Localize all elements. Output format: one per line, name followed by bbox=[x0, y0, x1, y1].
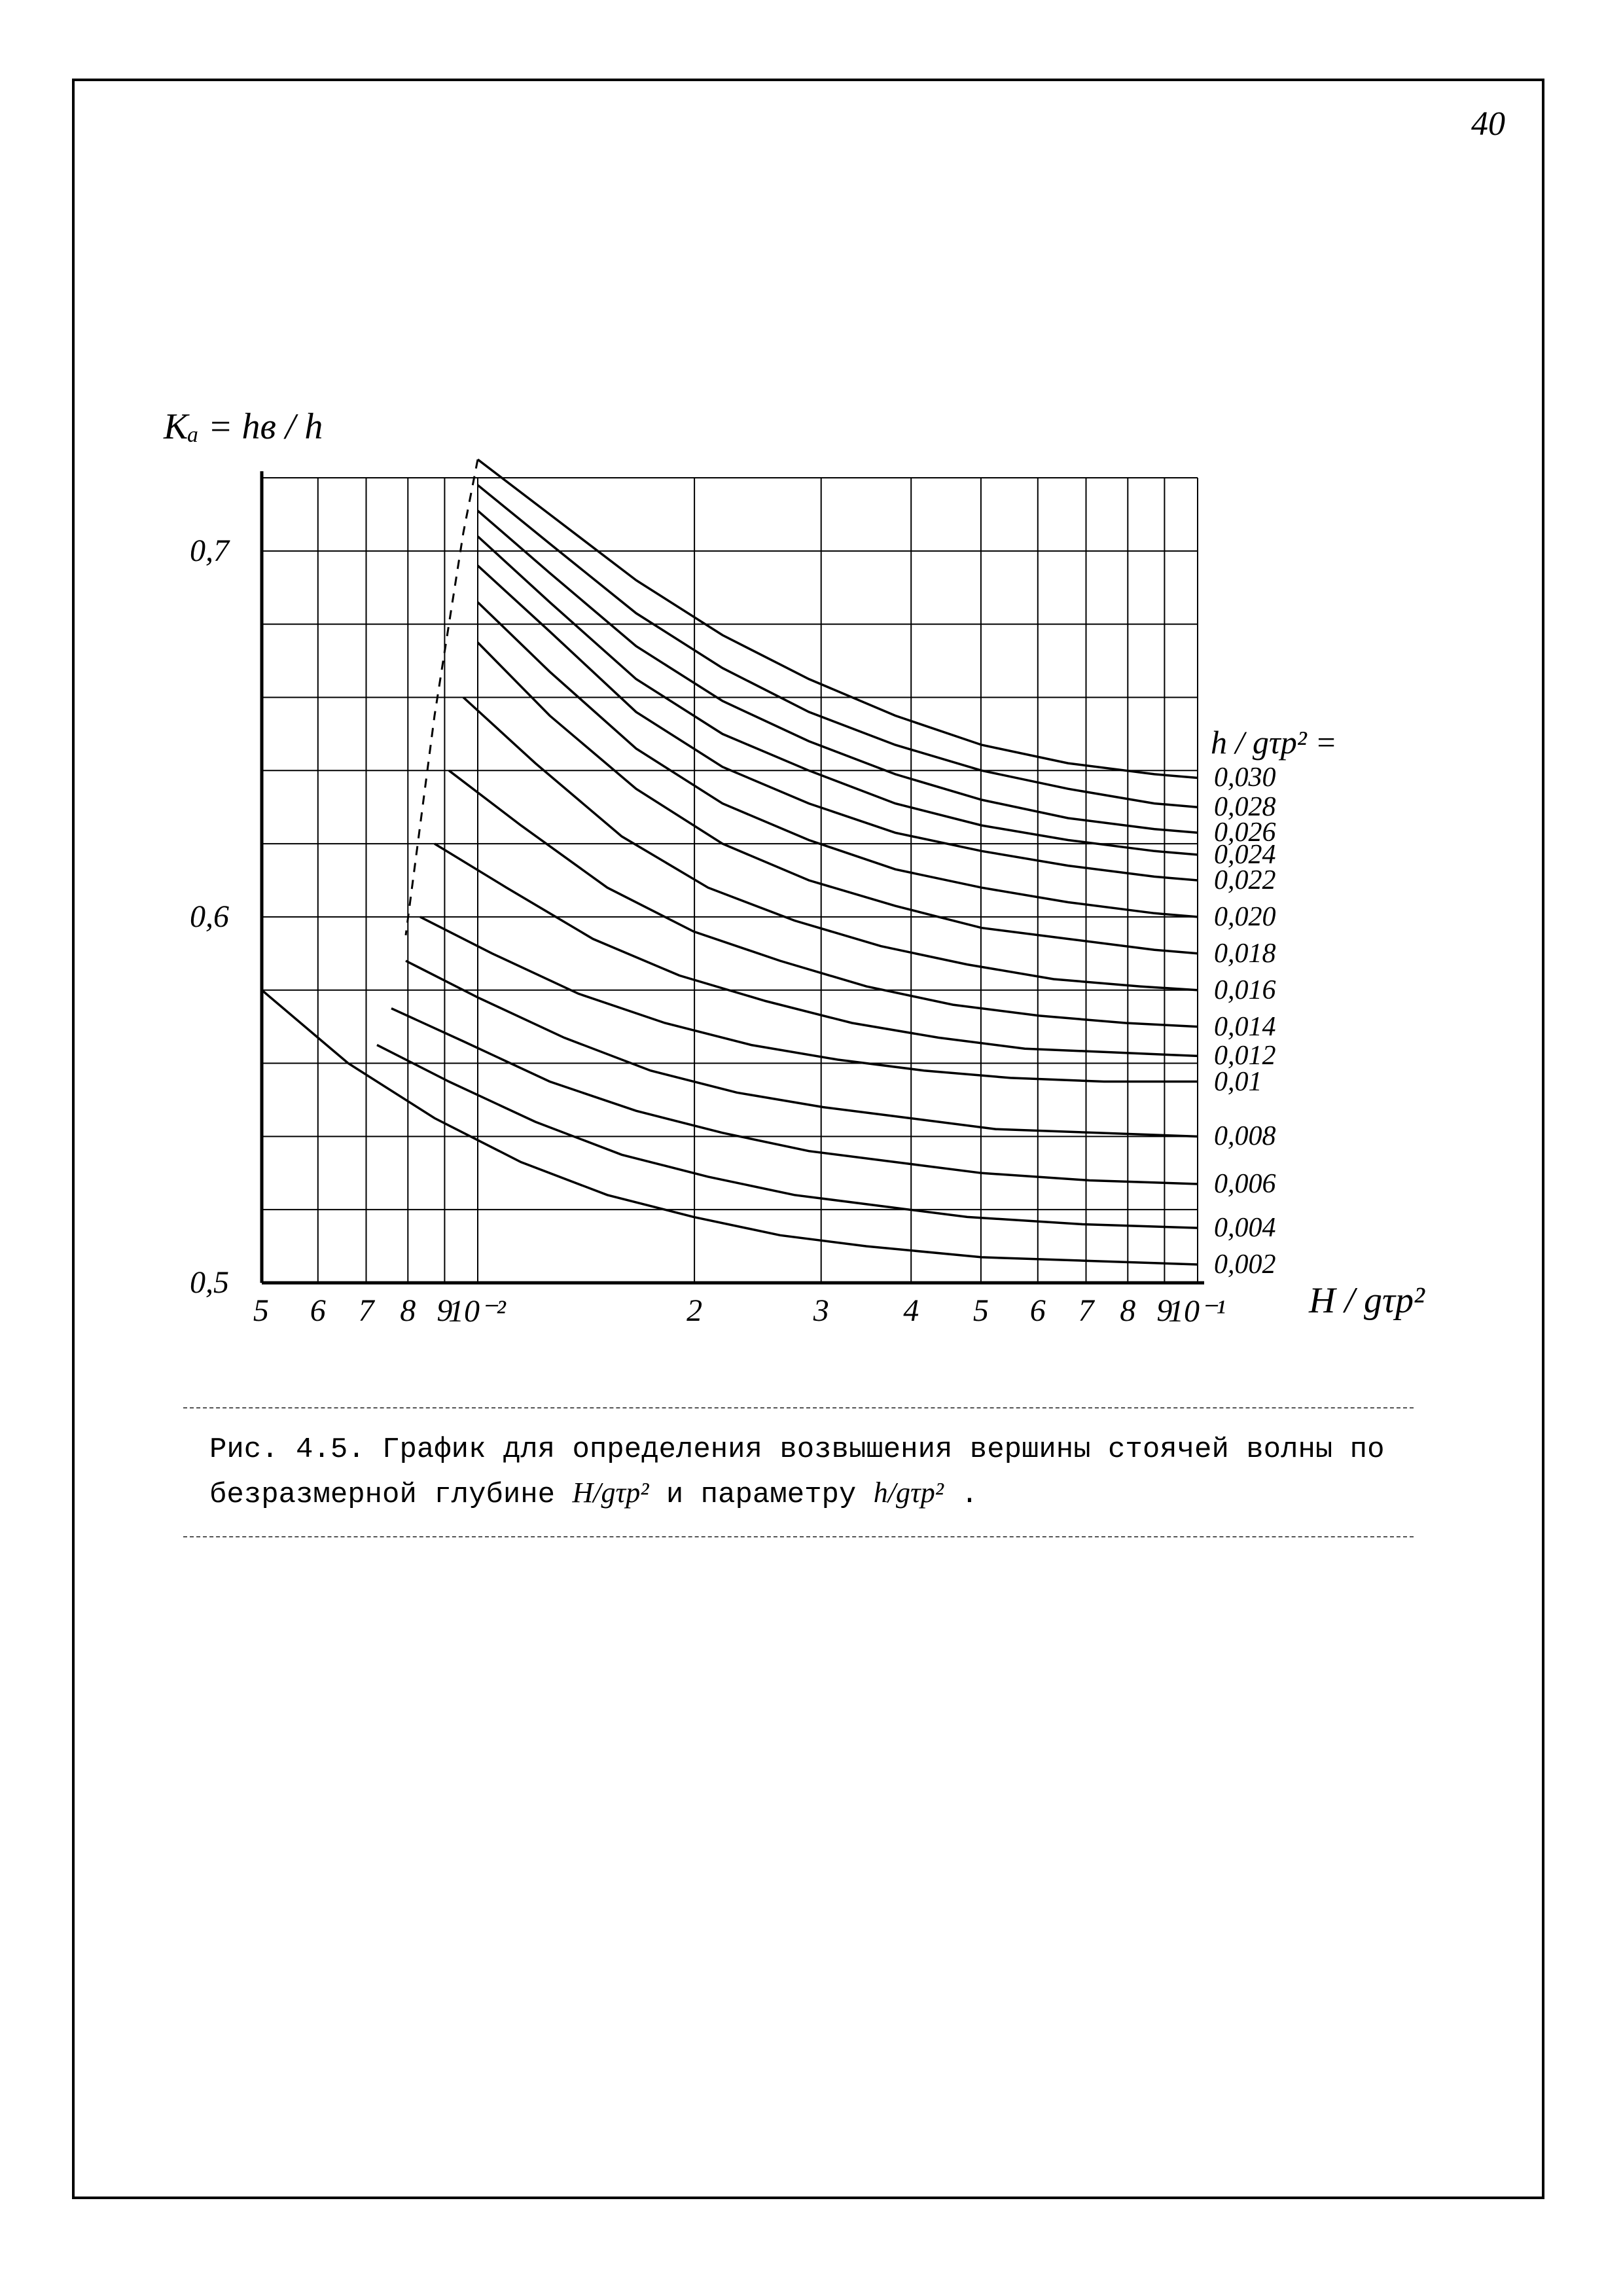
page: 40 Kₐ = hв / h h / gτр² = H / gτр² 0,50,… bbox=[0, 0, 1623, 2296]
y-tick-label: 0,5 bbox=[190, 1265, 229, 1300]
x-tick-label: 2 bbox=[687, 1293, 702, 1329]
curve-label: 0,020 bbox=[1214, 901, 1276, 933]
y-tick-label: 0,6 bbox=[190, 899, 229, 935]
x-tick-label: 6 bbox=[1030, 1293, 1046, 1329]
y-tick-label: 0,7 bbox=[190, 533, 229, 569]
curve-label: 0,018 bbox=[1214, 938, 1276, 969]
curve-label: 0,016 bbox=[1214, 975, 1276, 1006]
x-tick-label: 5 bbox=[253, 1293, 269, 1329]
caption-suffix: . bbox=[961, 1479, 978, 1511]
curve-label: 0,030 bbox=[1214, 762, 1276, 793]
curve-label: 0,004 bbox=[1214, 1212, 1276, 1244]
x-tick-label: 10⁻¹ bbox=[1168, 1293, 1226, 1329]
curve-label: 0,002 bbox=[1214, 1249, 1276, 1280]
curve-label: 0,014 bbox=[1214, 1011, 1276, 1043]
x-tick-label: 7 bbox=[1079, 1293, 1094, 1329]
x-tick-label: 8 bbox=[1120, 1293, 1135, 1329]
curve-label: 0,006 bbox=[1214, 1168, 1276, 1200]
curve-label: 0,022 bbox=[1214, 865, 1276, 896]
x-tick-label: 6 bbox=[310, 1293, 326, 1329]
x-tick-label: 4 bbox=[903, 1293, 919, 1329]
caption-formula-1: H/gτр² bbox=[573, 1477, 649, 1509]
curve-label: 0,01 bbox=[1214, 1066, 1262, 1098]
figure-caption: Рис. 4.5. График для определения возвыше… bbox=[183, 1407, 1414, 1537]
curve-label: 0,008 bbox=[1214, 1121, 1276, 1152]
x-tick-label: 3 bbox=[813, 1293, 829, 1329]
x-tick-label: 8 bbox=[400, 1293, 416, 1329]
x-tick-label: 7 bbox=[359, 1293, 374, 1329]
chart-svg bbox=[0, 0, 1623, 2296]
caption-formula-2: h/gτр² bbox=[874, 1477, 944, 1509]
caption-mid: и параметру bbox=[666, 1479, 874, 1511]
x-tick-label: 5 bbox=[973, 1293, 989, 1329]
x-tick-label: 10⁻² bbox=[448, 1293, 506, 1329]
